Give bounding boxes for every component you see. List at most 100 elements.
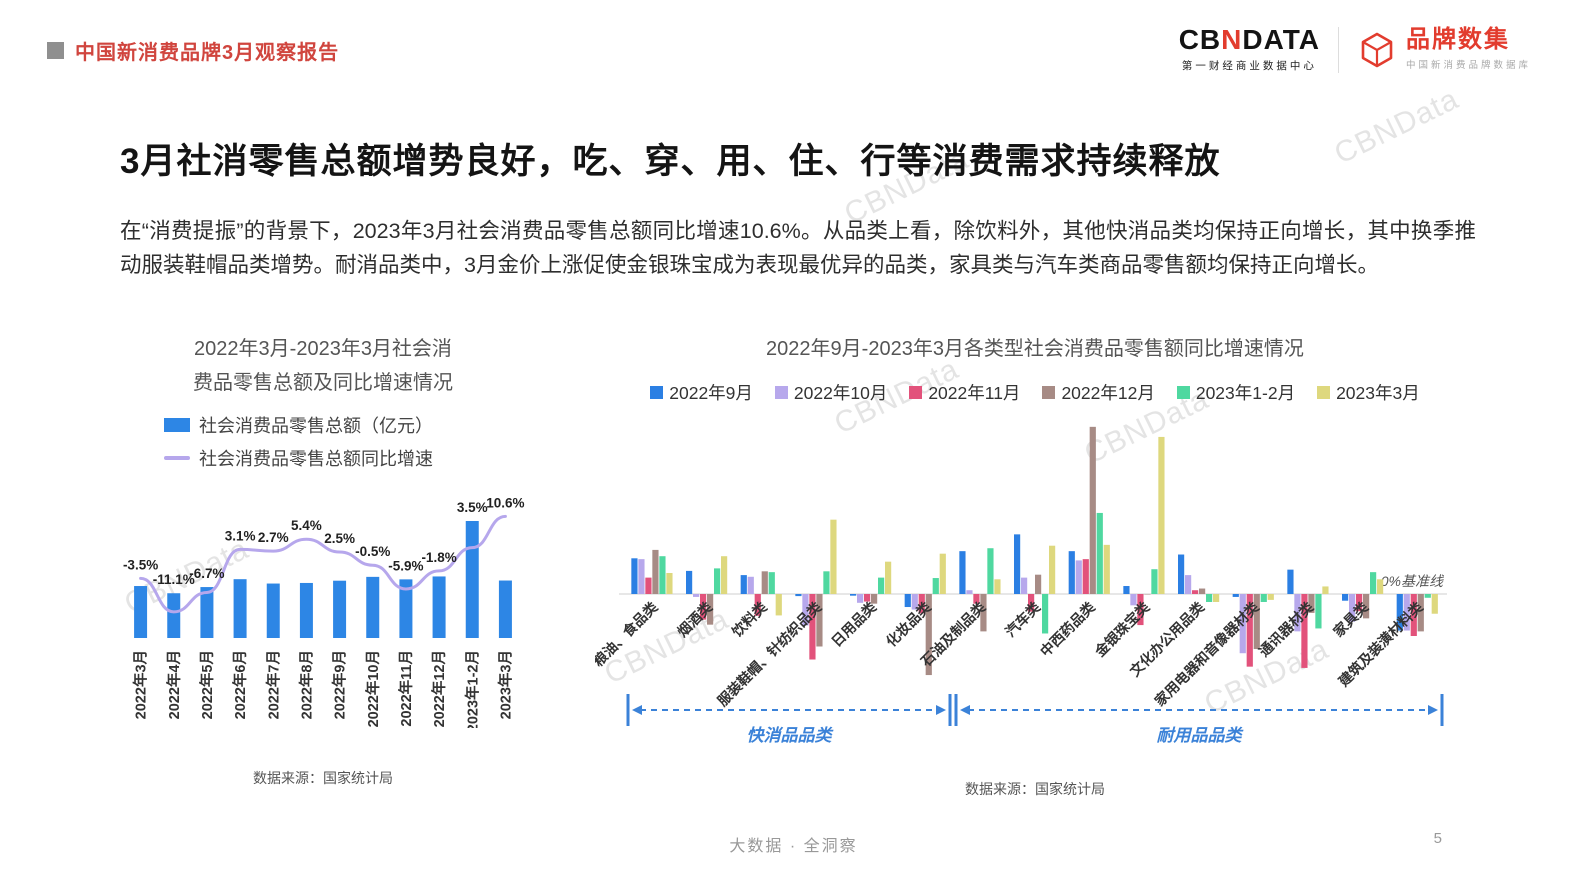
watermark: CBNData bbox=[1329, 82, 1464, 171]
category-bar bbox=[816, 594, 823, 647]
report-title: 中国新消费品牌3月观察报告 bbox=[75, 42, 340, 64]
category-bar bbox=[693, 594, 700, 597]
cbndata-logo: CBNDATA 第一财经商业数据中心 bbox=[1179, 26, 1320, 73]
category-bar bbox=[823, 571, 830, 594]
category-bar bbox=[1377, 579, 1384, 594]
category-bar bbox=[686, 570, 693, 594]
legend-label: 2023年1-2月 bbox=[1195, 383, 1296, 403]
category-bar bbox=[994, 579, 1001, 594]
category-bar bbox=[1301, 594, 1308, 668]
category-bar bbox=[631, 558, 638, 594]
legend-item: 2023年1-2月 bbox=[1176, 380, 1296, 405]
right-data-source: 数据来源：国家统计局 bbox=[965, 781, 1105, 797]
category-bar bbox=[1199, 588, 1206, 594]
category-bar bbox=[1349, 594, 1356, 622]
retail-total-bar bbox=[233, 579, 247, 638]
right-chart-legend: 2022年9月 2022年10月 2022年11月 2022年12月 2023年1-2月… bbox=[595, 380, 1475, 405]
category-bar bbox=[1068, 551, 1075, 594]
category-label: 日用品类 bbox=[828, 598, 880, 650]
cbndata-subtitle: 第一财经商业数据中心 bbox=[1181, 60, 1317, 72]
x-axis-label: 2022年5月 bbox=[198, 650, 216, 719]
brand-cube-icon bbox=[1361, 32, 1393, 67]
x-axis-label: 2022年11月 bbox=[397, 650, 415, 727]
category-bar bbox=[1089, 426, 1096, 594]
category-bar bbox=[1253, 594, 1260, 650]
legend-bar-swatch bbox=[164, 418, 190, 432]
page-title: 3月社消零售总额增势良好，吃、穿、用、住、行等消费需求持续释放 bbox=[120, 142, 1221, 182]
category-bar bbox=[1185, 575, 1192, 594]
category-bar bbox=[1370, 572, 1377, 594]
retail-total-chart: -3.5%-11.1%-6.7% 3.1% 2.7%5.4%2.5%-0.5%-5.… bbox=[123, 495, 525, 728]
category-bar bbox=[1137, 594, 1144, 626]
category-bar bbox=[857, 594, 864, 603]
category-bar bbox=[809, 594, 816, 660]
cbn-part1: CB bbox=[1178, 24, 1222, 55]
category-label: 粮油、食品类 bbox=[595, 598, 661, 669]
legend-label: 2022年10月 bbox=[793, 383, 888, 403]
retail-total-bar bbox=[134, 586, 148, 638]
legend-item: 2022年11月 bbox=[909, 380, 1020, 405]
legend-square-swatch bbox=[1317, 386, 1331, 399]
legend-line-swatch bbox=[164, 456, 190, 460]
category-bar bbox=[1151, 569, 1158, 594]
category-bar bbox=[1042, 594, 1049, 634]
category-bar bbox=[714, 568, 721, 594]
retail-total-bar bbox=[399, 579, 413, 638]
left-chart-legend: 社会消费品零售总额（亿元） 社会消费品零售总额同比增速 bbox=[164, 412, 538, 471]
legend-square-swatch bbox=[909, 386, 923, 399]
brand-name: 品牌数集 bbox=[1405, 26, 1510, 53]
x-axis-label: 2022年3月 bbox=[132, 650, 150, 719]
category-bar bbox=[864, 594, 871, 602]
arrowhead-left-icon bbox=[632, 705, 642, 715]
category-bar bbox=[973, 594, 980, 604]
legend-label: 2023年3月 bbox=[1336, 383, 1420, 403]
category-bar bbox=[1075, 560, 1082, 594]
legend-label: 2022年9月 bbox=[669, 383, 753, 403]
retail-total-bar bbox=[498, 580, 512, 638]
left-chart-block: 2022年3月-2023年3月社会消 费品零售总额及同比增速情况 社会消费品零售… bbox=[108, 332, 538, 788]
left-chart-title-line2: 费品零售总额及同比增速情况 bbox=[193, 372, 453, 394]
category-bar bbox=[802, 594, 809, 626]
badge-square-icon bbox=[47, 42, 64, 59]
category-bar bbox=[1082, 559, 1089, 594]
legend-square-swatch bbox=[1176, 386, 1190, 399]
category-bar bbox=[911, 594, 918, 610]
category-label: 汽车类 bbox=[1002, 598, 1044, 640]
legend-item: 2023年3月 bbox=[1317, 380, 1420, 405]
category-bar bbox=[885, 561, 892, 594]
category-bar bbox=[1035, 574, 1042, 594]
category-bar bbox=[871, 594, 878, 604]
x-axis-label: 2022年6月 bbox=[231, 650, 249, 719]
category-bar bbox=[721, 556, 728, 594]
category-bar bbox=[754, 594, 761, 616]
growth-line bbox=[139, 514, 507, 614]
arrowhead-right-icon bbox=[936, 705, 946, 715]
category-bar bbox=[1267, 594, 1274, 600]
category-bar bbox=[1246, 594, 1253, 667]
category-bar bbox=[1239, 594, 1246, 654]
brand-subtitle: 中国新消费品牌数据库 bbox=[1405, 60, 1531, 71]
cbndata-wordmark: CBNDATA bbox=[1179, 26, 1320, 54]
growth-data-label: 3.1% bbox=[225, 528, 256, 543]
legend-label: 2022年11月 bbox=[928, 383, 1021, 403]
growth-data-label: -3.5% bbox=[123, 557, 158, 572]
cbn-accent: N bbox=[1221, 24, 1243, 55]
category-bar bbox=[959, 551, 966, 594]
growth-data-label: 5.4% bbox=[291, 518, 322, 533]
growth-data-label: 10.6% bbox=[486, 495, 524, 510]
category-bar bbox=[1096, 512, 1103, 594]
retail-total-bar bbox=[432, 576, 446, 638]
category-label: 饮料类 bbox=[728, 598, 770, 640]
x-axis-label: 2023年1-2月 bbox=[463, 650, 481, 728]
category-bar bbox=[1322, 586, 1329, 594]
category-bar bbox=[932, 578, 939, 594]
category-bar bbox=[1021, 577, 1028, 594]
category-label: 家用电器和音像器材类 bbox=[1151, 598, 1262, 709]
category-bar bbox=[987, 548, 994, 594]
x-axis-label: 2022年8月 bbox=[297, 650, 315, 719]
growth-data-label: 2.5% bbox=[324, 531, 355, 546]
left-chart-title: 2022年3月-2023年3月社会消 费品零售总额及同比增速情况 bbox=[108, 332, 538, 400]
header-logos: CBNDATA 第一财经商业数据中心 品牌数集 中国新消费品牌数据库 bbox=[1179, 26, 1531, 73]
legend-label: 2022年12月 bbox=[1061, 383, 1155, 403]
